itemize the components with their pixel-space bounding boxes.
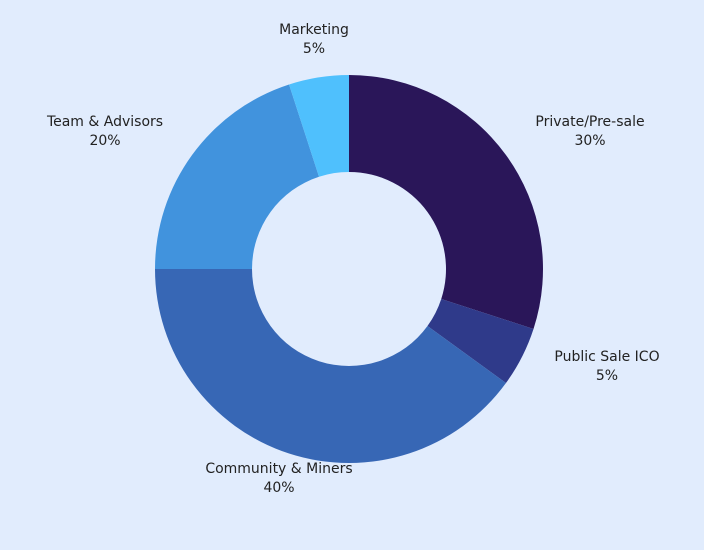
slice-label: Community & Miners [205, 461, 352, 477]
donut-slice-1 [427, 298, 534, 384]
donut-slice-2 [155, 269, 506, 463]
donut-slice-3 [155, 84, 320, 270]
donut-slice-0 [349, 75, 543, 329]
slice-value-label: 5% [303, 41, 325, 57]
slice-label: Marketing [279, 22, 349, 38]
slice-value-label: 30% [574, 133, 605, 149]
slice-label: Team & Advisors [46, 114, 163, 130]
slice-label: Private/Pre-sale [535, 114, 644, 130]
slice-value-label: 40% [263, 480, 294, 496]
slice-value-label: 5% [596, 368, 618, 384]
donut-slice-4 [289, 75, 349, 177]
slice-value-label: 20% [89, 133, 120, 149]
slice-label: Public Sale ICO [554, 349, 659, 365]
